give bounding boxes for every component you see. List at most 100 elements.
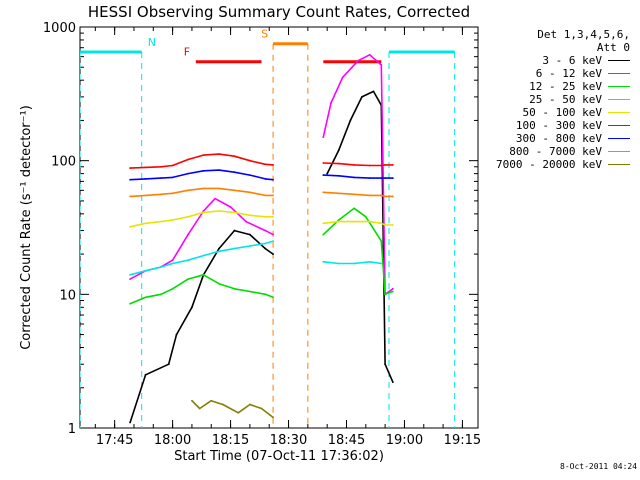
data-point-series-4 bbox=[272, 215, 274, 218]
data-point-series-5 bbox=[384, 163, 387, 166]
legend-label: 6 - 12 keV bbox=[535, 67, 602, 80]
data-point-series-1 bbox=[341, 76, 344, 79]
data-point-series-7 bbox=[248, 191, 251, 194]
legend-entry: 300 - 800 keV bbox=[480, 132, 630, 145]
data-point-series-0 bbox=[384, 363, 387, 366]
legend-label: 100 - 300 keV bbox=[515, 119, 602, 132]
data-point-series-0 bbox=[337, 149, 340, 151]
x-tick-label: 19:00 bbox=[386, 433, 423, 448]
data-point-series-4 bbox=[391, 224, 394, 226]
data-point-series-1 bbox=[357, 59, 359, 62]
x-tick-label: 18:00 bbox=[154, 433, 191, 448]
data-point-series-8 bbox=[237, 411, 240, 414]
data-point-series-5 bbox=[171, 164, 174, 167]
data-point-series-0 bbox=[248, 233, 251, 236]
data-point-series-6 bbox=[368, 177, 371, 180]
data-point-series-4 bbox=[248, 214, 251, 217]
data-point-series-3 bbox=[187, 259, 189, 262]
x-tick-label: 18:45 bbox=[328, 433, 365, 448]
data-point-series-3 bbox=[353, 262, 356, 265]
series-line-8 bbox=[191, 399, 274, 419]
data-point-series-2 bbox=[144, 296, 147, 299]
data-point-series-8 bbox=[198, 407, 201, 410]
data-point-series-7 bbox=[233, 189, 236, 192]
data-point-series-2 bbox=[218, 282, 220, 285]
data-point-series-1 bbox=[202, 210, 205, 212]
timestamp: 8-Oct-2011 04:24 bbox=[560, 462, 638, 471]
data-point-series-6 bbox=[202, 169, 205, 172]
legend-header-line-1: Det 1,3,4,5,6, bbox=[537, 28, 630, 41]
data-point-series-2 bbox=[353, 207, 356, 210]
series-line-6 bbox=[130, 169, 274, 181]
data-point-series-0 bbox=[264, 247, 267, 250]
data-point-series-0 bbox=[349, 119, 352, 122]
legend-entry: 12 - 25 keV bbox=[480, 80, 630, 93]
data-point-series-7 bbox=[264, 194, 267, 197]
data-point-series-5 bbox=[202, 154, 205, 157]
legend-swatch bbox=[608, 86, 630, 87]
data-point-series-5 bbox=[380, 164, 383, 167]
legend-label: 25 - 50 keV bbox=[529, 93, 602, 106]
plot-area bbox=[80, 42, 456, 428]
data-point-series-0 bbox=[391, 381, 394, 384]
data-point-series-5 bbox=[144, 166, 147, 169]
data-point-series-2 bbox=[380, 240, 383, 243]
data-point-series-1 bbox=[245, 220, 247, 223]
data-point-series-5 bbox=[391, 163, 394, 166]
legend-swatch bbox=[608, 125, 630, 126]
legend-entry: 50 - 100 keV bbox=[480, 106, 630, 119]
y-tick-label: 1 bbox=[68, 422, 76, 437]
data-point-series-0 bbox=[191, 306, 193, 309]
data-point-series-6 bbox=[248, 174, 251, 176]
data-point-series-7 bbox=[160, 193, 162, 196]
data-point-series-4 bbox=[218, 210, 220, 212]
data-point-series-6 bbox=[129, 178, 132, 181]
data-point-series-5 bbox=[248, 159, 251, 162]
y-tick-label: 100 bbox=[51, 155, 76, 170]
legend-label: 800 - 7000 keV bbox=[509, 145, 602, 158]
data-point-series-2 bbox=[202, 273, 205, 276]
series-line-3 bbox=[323, 260, 382, 265]
data-point-series-5 bbox=[218, 153, 220, 155]
data-point-series-6 bbox=[233, 171, 236, 174]
legend-swatch bbox=[608, 112, 630, 113]
data-point-series-0 bbox=[129, 421, 132, 424]
data-point-series-3 bbox=[368, 260, 371, 263]
data-point-series-4 bbox=[171, 219, 174, 221]
data-point-series-2 bbox=[391, 290, 394, 293]
legend-entry: 100 - 300 keV bbox=[480, 119, 630, 132]
y-tick-label: 10 bbox=[59, 288, 76, 303]
data-point-series-8 bbox=[260, 407, 263, 410]
data-point-series-3 bbox=[160, 266, 162, 268]
data-point-series-7 bbox=[322, 191, 325, 194]
data-point-series-6 bbox=[264, 178, 267, 180]
data-point-series-3 bbox=[272, 240, 274, 243]
data-point-series-4 bbox=[353, 220, 356, 223]
data-point-series-2 bbox=[248, 290, 251, 293]
data-point-series-2 bbox=[264, 293, 267, 296]
plot-frame bbox=[79, 26, 479, 429]
series-line-5 bbox=[130, 153, 274, 169]
data-point-series-6 bbox=[160, 177, 162, 180]
x-tick-label: 19:15 bbox=[444, 433, 481, 448]
data-point-series-8 bbox=[248, 403, 251, 406]
legend-entry: 6 - 12 keV bbox=[480, 67, 630, 80]
data-point-series-6 bbox=[391, 177, 394, 180]
data-point-series-1 bbox=[272, 233, 274, 236]
data-point-series-6 bbox=[353, 176, 356, 179]
data-point-series-1 bbox=[322, 136, 325, 139]
flag-label-s: S bbox=[261, 28, 268, 41]
data-point-series-7 bbox=[384, 195, 387, 198]
data-point-series-5 bbox=[160, 165, 162, 168]
data-point-series-0 bbox=[372, 90, 375, 93]
data-point-series-2 bbox=[322, 233, 325, 236]
data-point-series-4 bbox=[322, 222, 325, 225]
data-point-series-5 bbox=[322, 162, 325, 164]
data-point-series-0 bbox=[361, 95, 363, 98]
series-line-0 bbox=[129, 229, 274, 423]
data-point-series-4 bbox=[233, 211, 236, 214]
data-point-series-6 bbox=[337, 174, 340, 177]
y-tick-label: 1000 bbox=[43, 21, 76, 36]
x-tick-label: 17:45 bbox=[96, 433, 133, 448]
data-point-series-4 bbox=[380, 222, 383, 225]
